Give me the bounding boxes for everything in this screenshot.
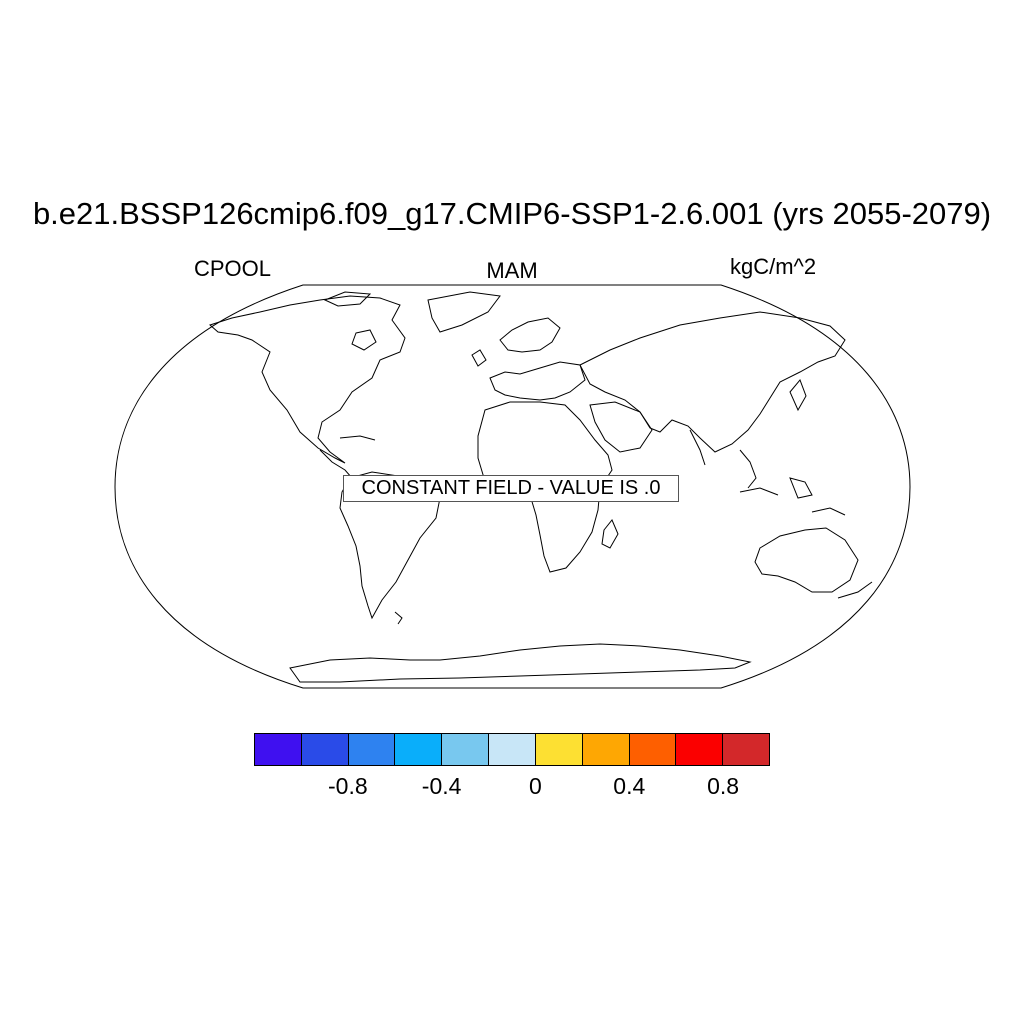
map-boundary [114, 284, 911, 689]
colorbar-cell [723, 734, 769, 765]
units-label: kgC/m^2 [730, 254, 817, 279]
map-title: b.e21.BSSP126cmip6.f09_g17.CMIP6-SSP1-2.… [32, 196, 992, 231]
colorbar-cell [442, 734, 490, 765]
colorbar-cell [535, 734, 583, 765]
colorbar-tick-label: -0.8 [327, 773, 368, 799]
colorbar-tick-label: 0.8 [707, 773, 740, 799]
colorbar-cell [348, 734, 396, 765]
constant-field-message: CONSTANT FIELD - VALUE IS .0 [343, 475, 679, 502]
colorbar-tick-label: 0 [529, 773, 542, 799]
colorbar-cell [255, 734, 302, 765]
colorbar-cell [582, 734, 630, 765]
colorbar-tick-label: 0.4 [613, 773, 646, 799]
colorbar-tick-label: -0.4 [421, 773, 462, 799]
coastlines [209, 291, 873, 683]
colorbar-cell [301, 734, 349, 765]
colorbar-cell [395, 734, 443, 765]
colorbar-cell [489, 734, 536, 765]
season-label: MAM [486, 258, 538, 283]
variable-label: CPOOL [194, 256, 272, 281]
colorbar-cell [676, 734, 724, 765]
colorbar [254, 733, 770, 766]
colorbar-cell [629, 734, 677, 765]
